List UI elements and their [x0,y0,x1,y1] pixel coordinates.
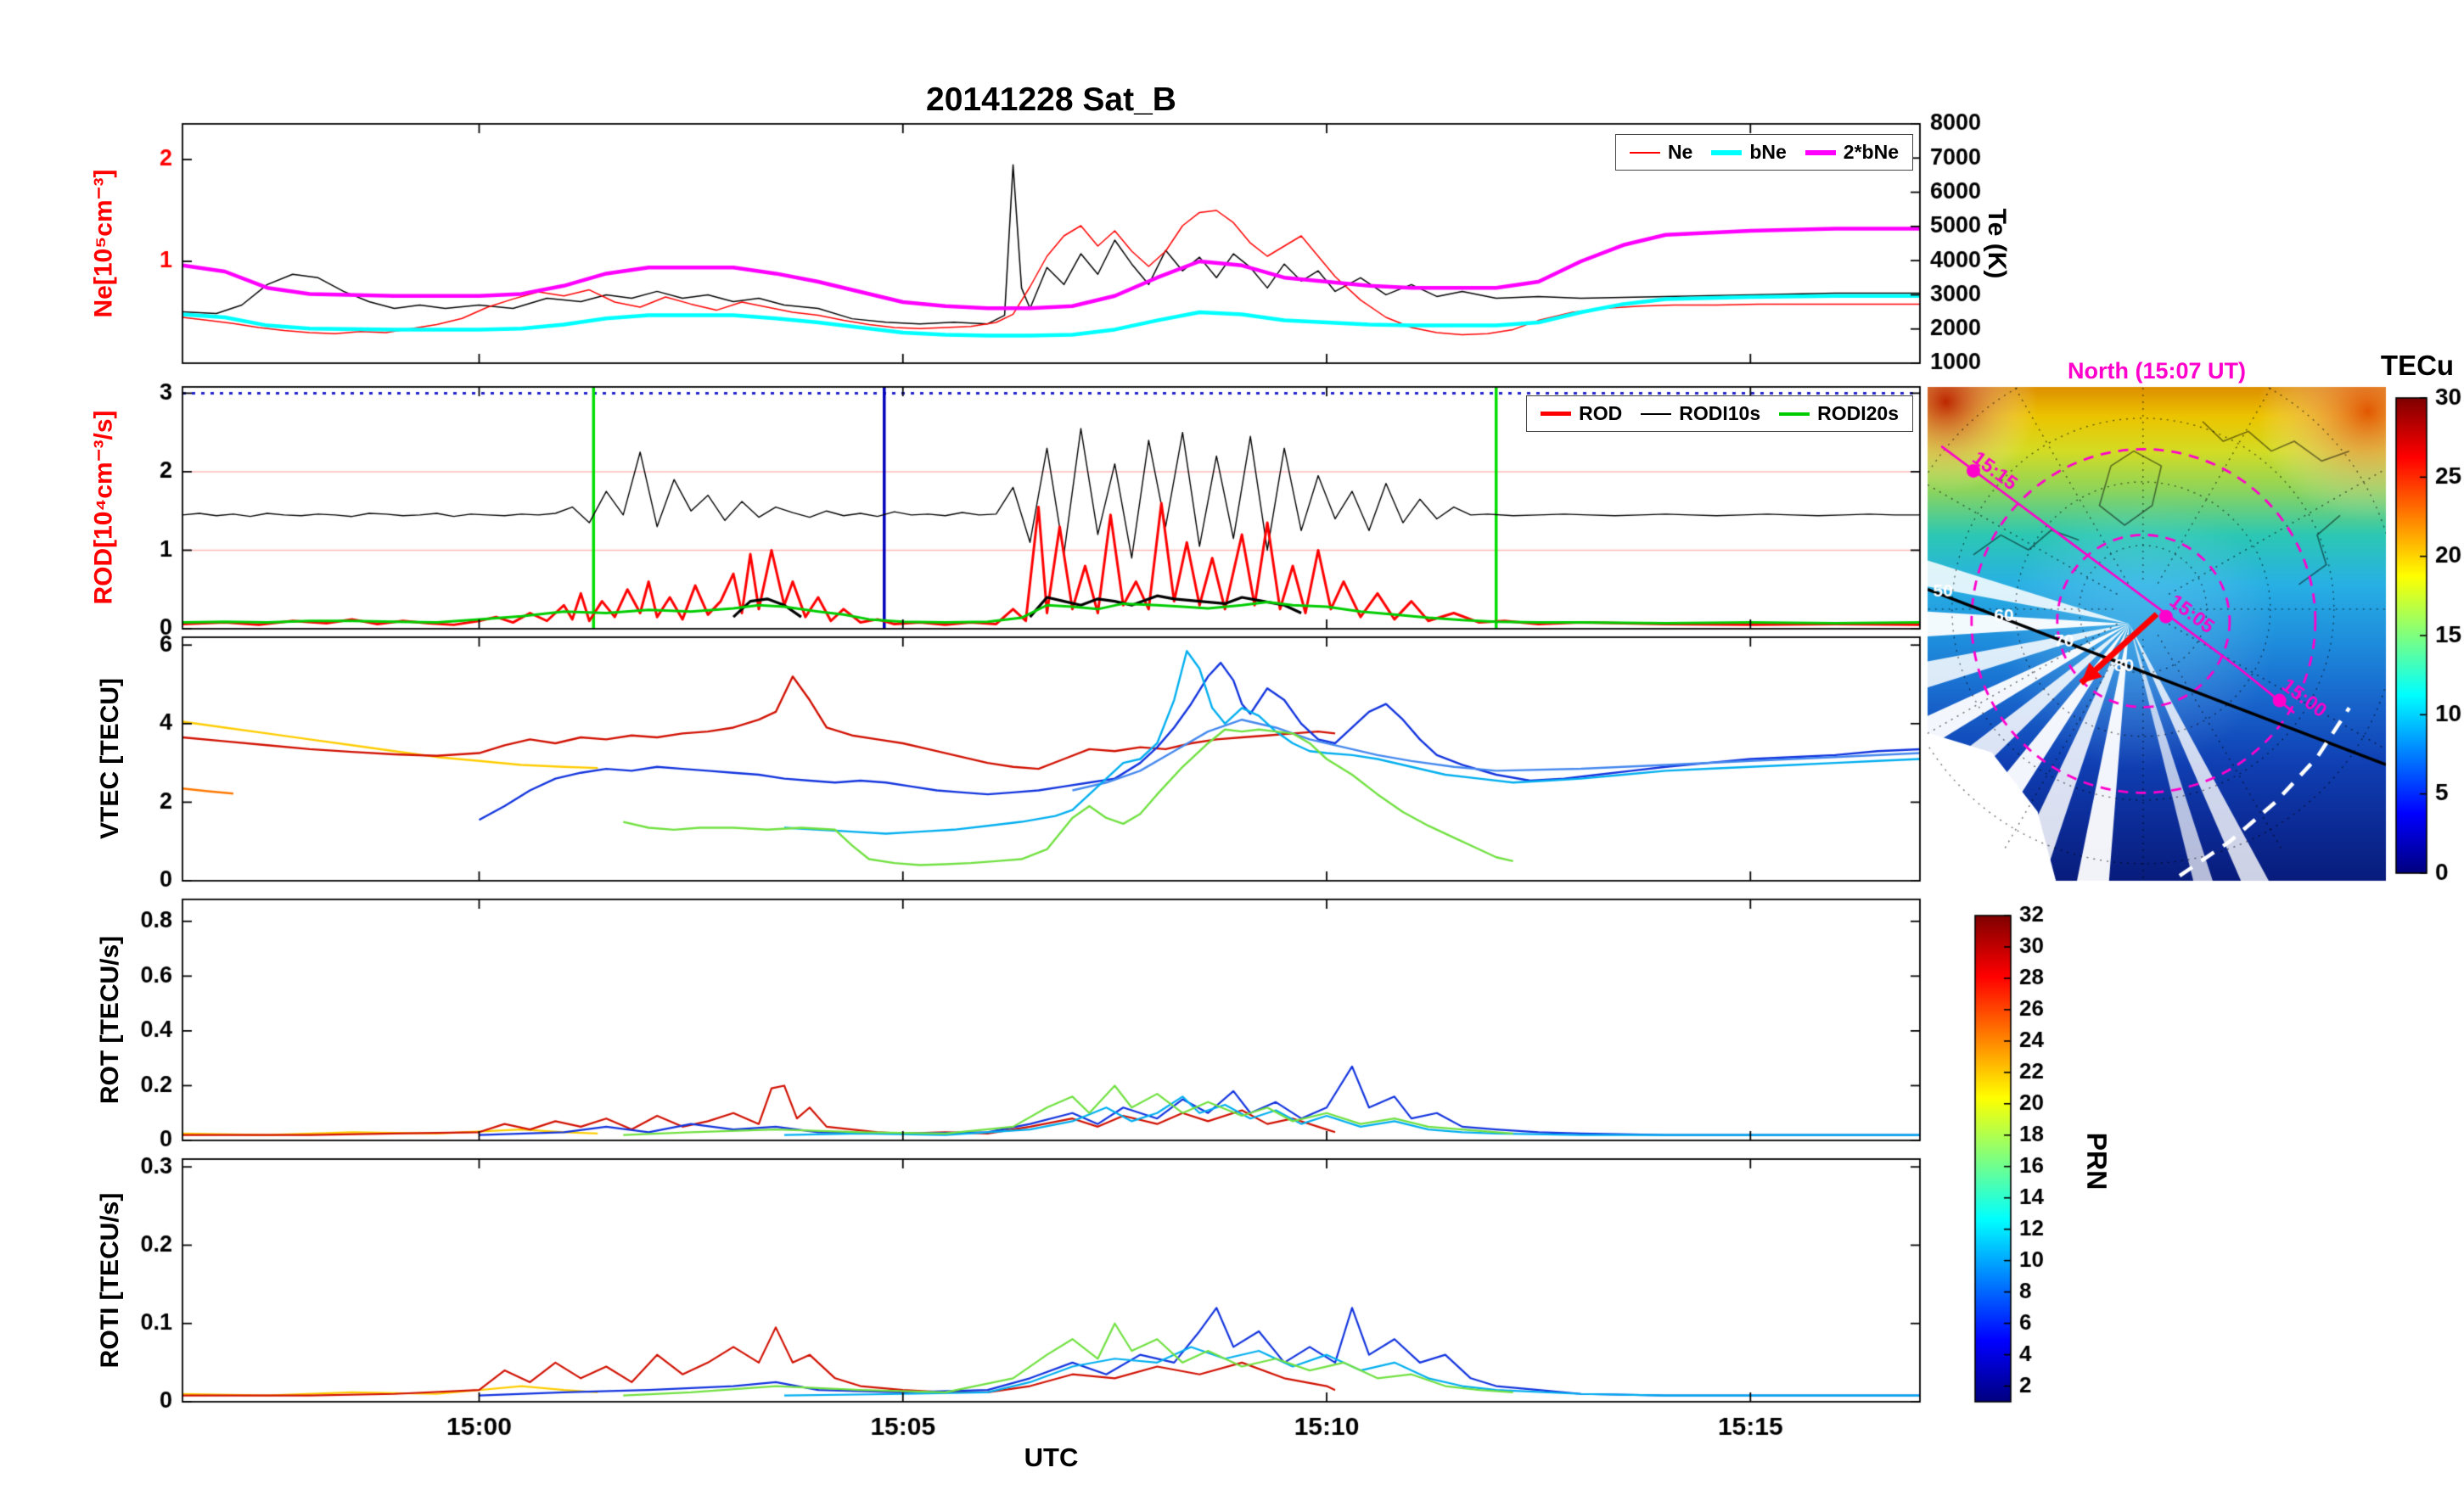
ylabel-vtec: VTEC [TECU] [96,678,124,839]
xaxis-label: UTC [1024,1442,1079,1472]
legend-line-rodi20s [1779,412,1810,416]
legend-item-rodi10s: RODI10s [1641,402,1760,425]
legend-item-rodi20s: RODI20s [1779,402,1899,425]
ylabel-te: Te (K) [1983,208,2011,279]
map-title: North (15:07 UT) [2067,358,2247,384]
chart-title: 20141228 Sat_B [926,81,1176,118]
legend-line-bne [1711,149,1743,155]
ylabel-rod: ROD[10⁴cm⁻³/s] [89,410,118,605]
legend-line-ne [1629,151,1660,154]
ylabel-roti: ROTI [TECU/s] [96,1192,124,1369]
legend-label-bne: bNe [1749,141,1787,163]
legend-item-bne: bNe [1711,141,1787,164]
legend-label-rodi10s: RODI10s [1679,402,1761,424]
legend-label-rodi20s: RODI20s [1817,402,1899,424]
legend-label-rod: ROD [1579,402,1623,424]
legend-label-2bne: 2*bNe [1843,141,1899,163]
tec-colorbar-title: TECu [2380,350,2455,381]
ylabel-rot: ROT [TECU/s] [96,935,124,1105]
prn-colorbar-title: PRN [2081,1132,2113,1190]
legend-line-2bne [1805,149,1836,155]
legend-ne-panel: Ne bNe 2*bNe [1614,134,1913,171]
legend-line-rod [1541,412,1572,416]
legend-item-ne: Ne [1629,141,1693,164]
legend-label-ne: Ne [1667,141,1693,163]
legend-item-2bne: 2*bNe [1805,141,1899,164]
legend-line-rodi10s [1641,412,1672,415]
ylabel-ne: Ne[10⁵cm⁻³] [89,169,118,318]
legend-item-rod: ROD [1541,402,1622,425]
legend-rod-panel: ROD RODI10s RODI20s [1526,395,1913,432]
